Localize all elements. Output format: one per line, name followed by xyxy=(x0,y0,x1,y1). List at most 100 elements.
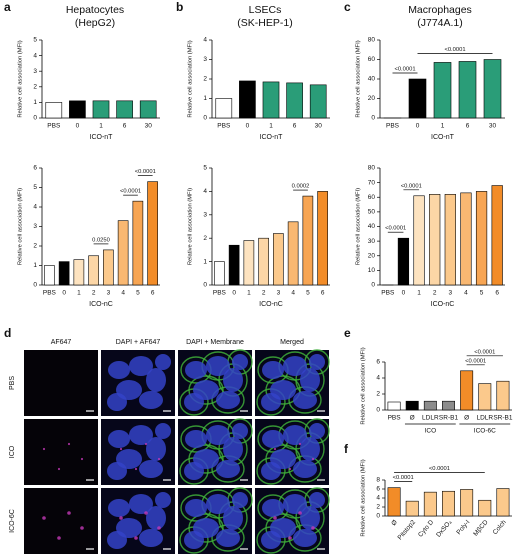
y-tick-label: 1 xyxy=(203,258,207,265)
significance-label: <0.0001 xyxy=(394,67,415,73)
bar xyxy=(317,191,328,286)
x-tick-label: 0 xyxy=(402,290,406,297)
y-tick-label: 5 xyxy=(33,184,37,191)
y-tick-label: 3 xyxy=(203,212,207,219)
nucleus xyxy=(107,531,127,549)
significance-label: <0.0001 xyxy=(393,475,414,481)
nucleus xyxy=(283,356,307,376)
row-label: ICO xyxy=(9,445,16,458)
x-tick-label: 30 xyxy=(489,123,497,130)
bar xyxy=(496,380,510,411)
nucleus xyxy=(184,393,204,411)
panel-letter: d xyxy=(4,326,11,340)
nucleus xyxy=(184,531,204,549)
micrograph xyxy=(24,488,98,554)
bar xyxy=(423,491,437,517)
nucleus xyxy=(108,361,130,379)
nucleus xyxy=(261,462,281,480)
x-tick-label: 0 xyxy=(246,123,250,130)
nucleus xyxy=(216,460,240,478)
significance-label: 0.0250 xyxy=(92,237,110,243)
af647-signal xyxy=(298,442,302,446)
chart-subtitle: (HepG2) xyxy=(75,17,115,29)
y-tick-label: 4 xyxy=(33,204,37,211)
x-tick-label: Pitstop2 xyxy=(397,519,418,542)
nucleus xyxy=(309,423,325,439)
significance-label: <0.0001 xyxy=(429,466,450,472)
bar xyxy=(433,62,452,119)
y-tick-label: 40 xyxy=(368,223,376,230)
bar xyxy=(139,100,157,119)
nucleus xyxy=(206,356,230,376)
y-tick-label: 1 xyxy=(33,262,37,269)
y-axis-label: Relative cell association (MFI) xyxy=(361,459,367,536)
nucleus xyxy=(261,393,281,411)
x-tick-label: 30 xyxy=(145,123,153,130)
af647-signal xyxy=(67,511,71,515)
bar xyxy=(460,192,472,286)
y-tick-label: 2 xyxy=(33,243,37,250)
bar xyxy=(387,401,401,411)
panel-letter: a xyxy=(4,0,11,14)
row-label: PBS xyxy=(9,376,16,390)
bar xyxy=(214,261,225,286)
bar xyxy=(458,61,477,119)
y-tick-label: 1 xyxy=(203,95,207,102)
bar xyxy=(302,195,314,286)
bar xyxy=(442,490,455,517)
y-tick-label: 2 xyxy=(203,76,207,83)
bar xyxy=(58,261,70,286)
y-tick-label: 2 xyxy=(203,235,207,242)
x-tick-label: PBS xyxy=(388,415,402,422)
af647-signal xyxy=(134,467,138,471)
y-tick-label: 80 xyxy=(368,37,376,44)
y-axis-label: Relative cell association (MFI) xyxy=(356,188,362,265)
bar xyxy=(44,265,55,286)
significance-label: <0.0001 xyxy=(120,189,141,195)
panel-letter: e xyxy=(344,326,351,340)
x-tick-label: 1 xyxy=(417,290,421,297)
x-tick-label: 0 xyxy=(416,123,420,130)
bar xyxy=(92,100,110,119)
af647-signal xyxy=(288,467,292,471)
bar xyxy=(103,249,114,286)
bar xyxy=(405,500,419,517)
significance-label: <0.0001 xyxy=(474,349,495,355)
bar xyxy=(444,194,456,286)
bar xyxy=(460,489,474,517)
bar xyxy=(309,84,327,119)
y-tick-label: 5 xyxy=(33,37,37,44)
af647-signal xyxy=(119,516,123,520)
bar xyxy=(273,233,284,286)
x-tick-label: Ø xyxy=(390,519,399,527)
significance-label: <0.0001 xyxy=(444,47,465,53)
af647-signal xyxy=(80,526,84,530)
x-tick-label: DxSO₄ xyxy=(435,519,453,539)
y-tick-label: 2 xyxy=(376,391,380,398)
chart-subtitle: (SK-HEP-1) xyxy=(237,17,292,29)
bar xyxy=(429,194,441,286)
bar xyxy=(405,400,419,411)
x-tick-label: MβCD xyxy=(472,519,489,538)
y-axis-label: Relative cell association (MFI) xyxy=(356,40,362,117)
x-tick-label: PBS xyxy=(43,290,57,297)
bar xyxy=(69,100,86,119)
nucleus xyxy=(107,393,127,411)
x-axis-label: ICO-nT xyxy=(260,134,284,141)
x-tick-label: 30 xyxy=(315,123,323,130)
af647-signal xyxy=(157,526,161,530)
y-tick-label: 4 xyxy=(203,37,207,44)
nucleus xyxy=(155,423,171,439)
nucleus xyxy=(309,354,325,370)
nucleus xyxy=(216,529,240,547)
column-header: DAPI + Membrane xyxy=(186,339,244,346)
af647-signal xyxy=(273,447,277,451)
x-tick-label: SR-B1 xyxy=(439,415,459,422)
x-tick-label: Ø xyxy=(464,415,469,422)
y-tick-label: 8 xyxy=(376,477,380,484)
af647-signal xyxy=(311,457,315,461)
x-tick-label: LDLR xyxy=(422,415,439,422)
y-tick-label: 6 xyxy=(33,165,37,172)
nucleus xyxy=(232,423,248,439)
x-tick-label: Colch xyxy=(492,519,508,537)
